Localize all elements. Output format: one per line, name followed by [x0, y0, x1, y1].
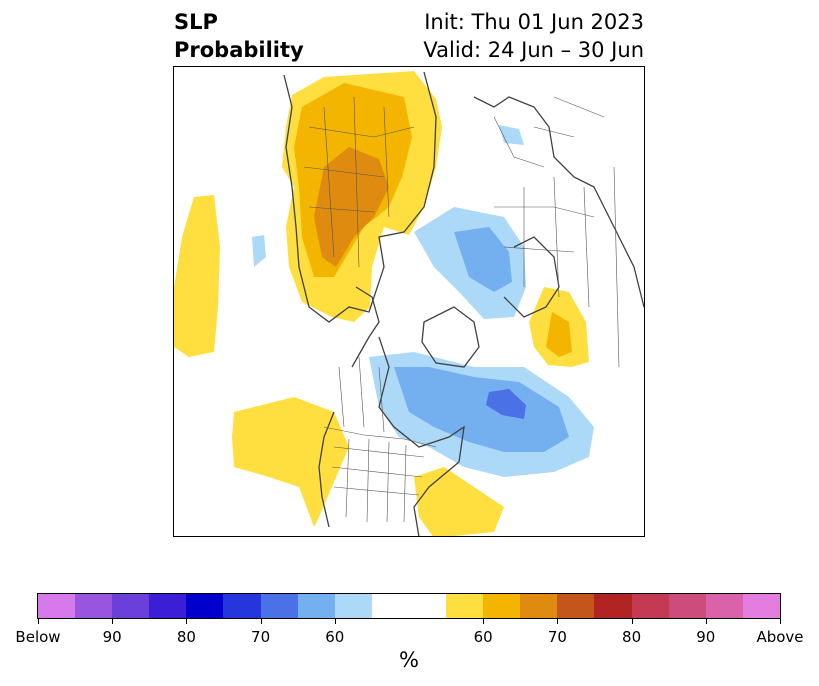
asia-borders — [303, 96, 415, 268]
coastlines — [283, 71, 644, 536]
colorbar-unit-label: % — [399, 648, 419, 672]
colorbar-cell — [520, 594, 558, 618]
alaska-coastline — [351, 286, 380, 368]
colorbar-cell — [742, 594, 780, 618]
colorbar-cell — [223, 594, 261, 618]
colorbar-tick-mark — [334, 619, 336, 624]
colorbar-tick-label: 70 — [547, 628, 567, 646]
valid-range: Valid: 24 Jun – 30 Jun — [423, 38, 644, 62]
colorbar-tick-mark — [186, 619, 188, 624]
russia-borders — [493, 96, 605, 168]
us-canada-border — [323, 426, 437, 448]
colorbar-tick-mark — [38, 619, 39, 624]
colorbar-cell — [446, 594, 484, 618]
init-date: Init: Thu 01 Jun 2023 — [424, 10, 644, 34]
pacific-yellow-region — [174, 195, 220, 357]
colorbar-tick-mark — [705, 619, 707, 624]
siberia-blue-region — [454, 227, 512, 292]
polar-map — [173, 66, 645, 537]
colorbar-tick-mark — [112, 619, 114, 624]
europe-coastline — [473, 96, 644, 308]
map-canvas — [174, 71, 644, 536]
europe-orange-region — [546, 312, 572, 357]
west-coast-coastline — [318, 411, 335, 528]
above-normal-shading — [174, 71, 589, 536]
colorbar-tick-label: 80 — [176, 628, 196, 646]
colorbar-cell — [668, 594, 706, 618]
colorbar-tick-label: 70 — [251, 628, 271, 646]
colorbar-cell — [594, 594, 632, 618]
colorbar-cell — [631, 594, 669, 618]
colorbar-cell — [112, 594, 150, 618]
colorbar-tick-label: Below — [15, 628, 61, 646]
colorbar-tick-label: 90 — [102, 628, 122, 646]
pacific-blue-spot — [252, 235, 266, 267]
colorbar-cell — [149, 594, 187, 618]
chart-title: SLP Probability — [174, 8, 304, 64]
colorbar-cell — [483, 594, 521, 618]
colorbar-cell — [297, 594, 335, 618]
colorbar-cell — [38, 594, 76, 618]
atlantic-blue-region — [394, 367, 569, 452]
us-states-grid — [331, 438, 425, 523]
canada-provinces — [338, 356, 385, 433]
colorbar-tick-label: Above — [756, 628, 804, 646]
colorbar-cell — [334, 594, 372, 618]
colorbar-cell — [260, 594, 298, 618]
atlantic-darkblue-region — [486, 389, 526, 419]
below-normal-shading — [252, 125, 594, 477]
title-variable: SLP — [174, 10, 218, 34]
forecast-dates: Init: Thu 01 Jun 2023 Valid: 24 Jun – 30… — [423, 8, 644, 64]
colorbar-tick-label: 60 — [473, 628, 493, 646]
colorbar-cell — [186, 594, 224, 618]
greenland-coastline — [421, 306, 480, 368]
country-borders — [303, 96, 620, 523]
colorbar-tick-mark — [483, 619, 485, 624]
colorbar-tick-label: 80 — [622, 628, 642, 646]
seus-yellow-region — [414, 467, 504, 536]
colorbar-tick-mark — [260, 619, 262, 624]
title-type: Probability — [174, 38, 304, 62]
colorbar-tick-label: 90 — [696, 628, 716, 646]
scandinavia-coastline — [503, 236, 560, 318]
colorbar-cell — [705, 594, 743, 618]
europe-borders — [494, 166, 620, 368]
colorbar-cell — [557, 594, 595, 618]
colorbar-cell — [371, 594, 447, 618]
probability-colorbar — [37, 593, 781, 619]
colorbar-tick-mark — [780, 619, 781, 624]
westus-yellow-region — [232, 397, 349, 527]
north-america-coastline — [378, 336, 465, 536]
colorbar-tick-label: 60 — [325, 628, 345, 646]
colorbar-cell — [75, 594, 113, 618]
colorbar-tick-mark — [631, 619, 633, 624]
colorbar-tick-mark — [557, 619, 559, 624]
asia-coastline — [283, 71, 437, 323]
